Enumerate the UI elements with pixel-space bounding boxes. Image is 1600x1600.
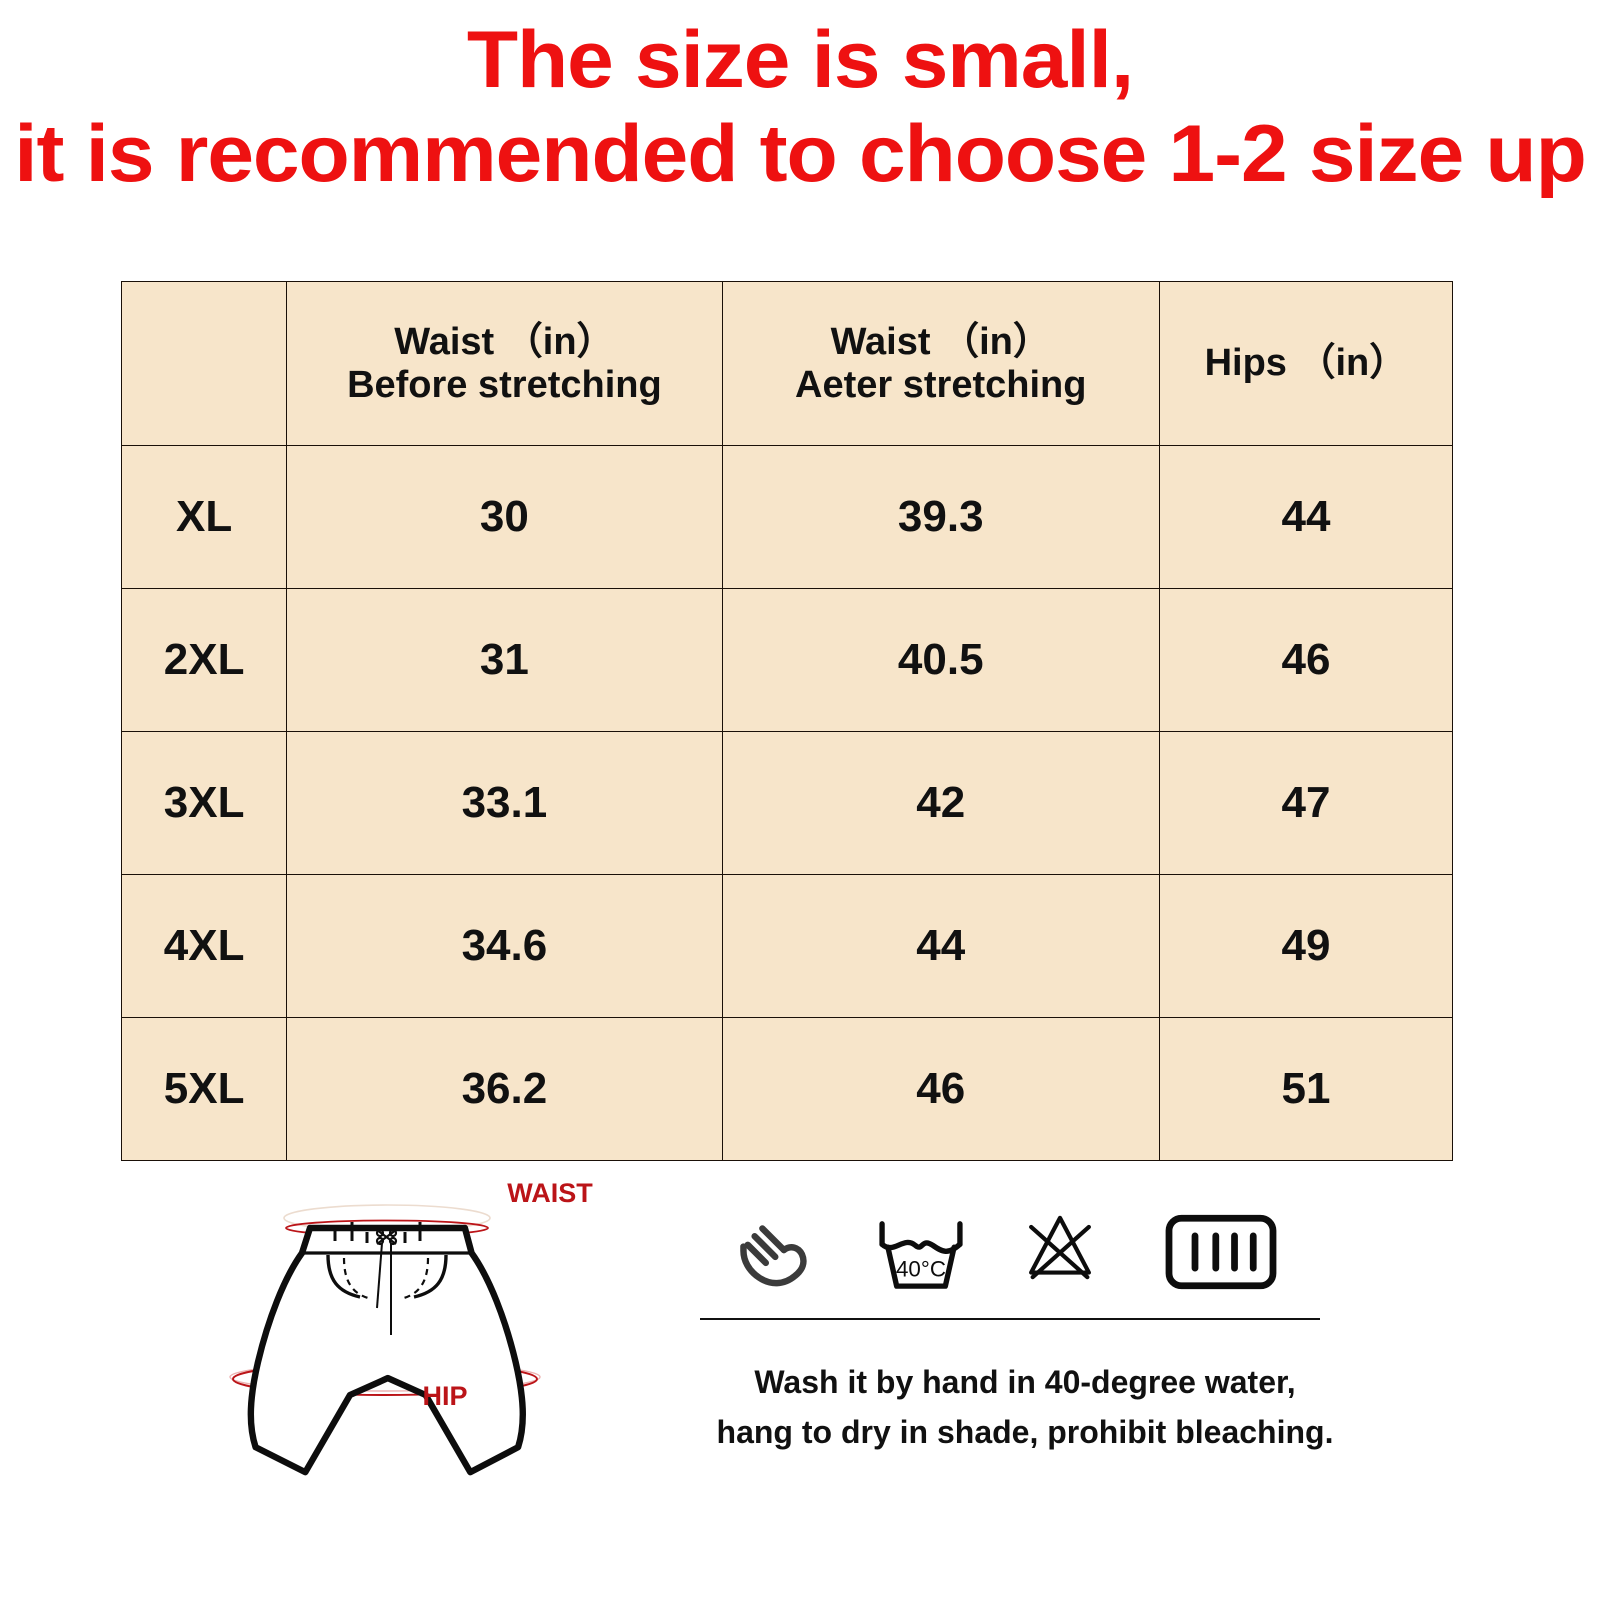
- svg-text:40°C: 40°C: [896, 1256, 946, 1281]
- svg-text:HIP: HIP: [422, 1381, 467, 1411]
- svg-text:WAIST: WAIST: [507, 1180, 593, 1208]
